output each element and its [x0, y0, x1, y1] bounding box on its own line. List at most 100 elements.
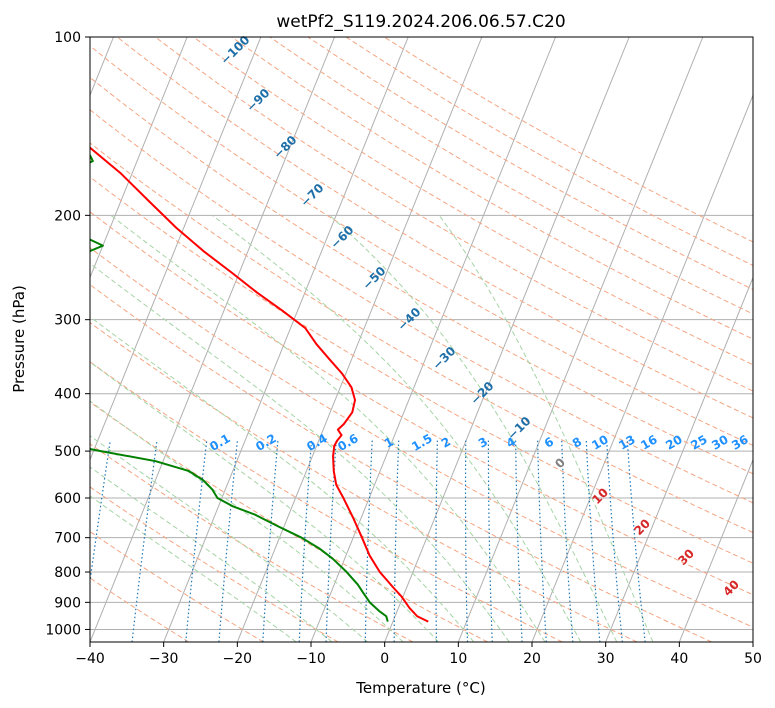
mixing-ratio-label: 25	[688, 432, 709, 452]
mixing-ratio-label: 8	[570, 434, 584, 450]
height-label: −70	[298, 181, 327, 210]
thetae-label: 20	[631, 516, 653, 538]
moist-adiabat-line	[90, 262, 510, 642]
y-tick-label: 300	[54, 313, 81, 329]
plot-frame	[89, 36, 754, 643]
mixing-ratio-label: 0.4	[304, 431, 329, 454]
moist-adiabat-line	[212, 214, 582, 642]
isotherm-line	[384, 37, 630, 642]
y-tick-label: 500	[54, 444, 81, 460]
isotherm-line	[90, 37, 262, 462]
height-label: −100	[218, 33, 253, 68]
height-label: −10	[505, 414, 534, 443]
mixing-ratio-line	[561, 440, 574, 642]
isotherm-line	[163, 37, 409, 642]
mixing-ratio-line	[515, 440, 523, 642]
x-axis-title: Temperature (°C)	[355, 679, 485, 697]
y-tick-label: 400	[54, 387, 81, 403]
dry-adiabat-line	[116, 37, 753, 419]
dry-adiabat-line	[193, 37, 753, 366]
mixing-ratio-label: 6	[542, 434, 556, 450]
height-label: −60	[328, 223, 357, 252]
mixing-ratio-line	[185, 440, 208, 642]
x-tick-label: −20	[223, 651, 253, 667]
y-axis-title: Pressure (hPa)	[10, 285, 28, 393]
x-tick-label: 0	[380, 651, 389, 667]
dry-adiabat-line	[307, 37, 753, 291]
dry-adiabat-line	[154, 37, 753, 392]
moist-adiabat-line	[329, 214, 618, 642]
mixing-ratio-label: 0.6	[335, 431, 360, 454]
isotherm-line	[678, 458, 753, 642]
y-tick-label: 900	[54, 595, 81, 611]
dry-adiabat-line	[90, 142, 753, 534]
dry-adiabat-line	[90, 322, 638, 642]
mixing-ratio-line	[435, 440, 438, 642]
dry-adiabat-line	[90, 361, 563, 642]
axes: −40 −30 −20 −10 0 10 20 30 40 5010020030040050060…	[45, 30, 762, 667]
mixing-ratio-label: 1.5	[409, 431, 434, 454]
dewpoint-profile	[90, 153, 389, 622]
y-tick-label: 600	[54, 491, 81, 507]
mixing-ratio-line	[262, 440, 279, 642]
mixing-ratio-line	[131, 440, 158, 642]
thetae-label: 40	[720, 577, 742, 599]
background-lines	[90, 37, 753, 642]
dry-adiabat-line	[90, 45, 753, 447]
x-tick-label: 40	[670, 651, 688, 667]
x-tick-label: −40	[75, 651, 105, 667]
mixing-ratio-line	[325, 440, 337, 642]
y-tick-label: 800	[54, 565, 81, 581]
chart-title: wetPf2_S119.2024.206.06.57.C20	[276, 12, 565, 32]
height-label: −30	[430, 344, 459, 373]
moist-adiabat-line	[90, 361, 439, 642]
y-tick-label: 100	[54, 30, 81, 46]
dry-adiabat-line	[345, 37, 753, 266]
mixing-ratio-line	[606, 440, 623, 642]
isotherm-line	[531, 93, 753, 642]
moist-adiabat-line	[438, 215, 654, 642]
mixing-ratio-label: 3	[476, 434, 490, 450]
dry-adiabat-line	[90, 176, 753, 564]
mixing-ratio-line	[487, 440, 493, 642]
moist-adiabat-line	[90, 495, 297, 642]
moist-adiabat-line	[90, 435, 368, 642]
dry-adiabat-line	[231, 37, 753, 340]
mixing-ratio-line	[626, 440, 646, 642]
dry-adiabat-line	[90, 401, 488, 642]
isotherm-line	[236, 37, 483, 642]
mixing-ratio-label: 0.2	[253, 431, 278, 454]
mixing-ratio-line	[364, 440, 373, 642]
y-tick-label: 700	[54, 531, 81, 547]
dry-adiabat-line	[90, 531, 264, 642]
moist-adiabat-line	[110, 214, 546, 642]
mixing-ratio-line	[585, 440, 601, 642]
mixing-ratio-line	[90, 440, 111, 586]
mixing-ratio-line	[537, 440, 547, 642]
mixing-ratio-line	[218, 440, 239, 642]
dry-adiabat-line	[90, 577, 190, 642]
thetae-label: 0	[552, 455, 568, 471]
dry-adiabat-line	[90, 247, 753, 628]
dry-adiabat-line	[90, 284, 712, 642]
x-tick-label: −30	[149, 651, 179, 667]
profile-lines	[90, 146, 429, 623]
isotherm-line	[90, 37, 336, 642]
isotherm-line	[310, 37, 557, 642]
dry-adiabat-line	[269, 37, 753, 315]
dry-adiabat-line	[90, 109, 753, 504]
y-tick-label: 200	[54, 208, 81, 224]
mixing-ratio-label: 30	[709, 432, 730, 452]
x-tick-label: 10	[449, 651, 467, 667]
y-tick-label: 1000	[45, 622, 81, 638]
x-tick-label: 50	[744, 651, 762, 667]
isotherm-line	[90, 37, 188, 279]
dry-adiabat-line	[90, 443, 414, 642]
x-tick-label: 30	[597, 651, 615, 667]
mixing-ratio-label: 0.1	[207, 431, 232, 454]
x-tick-label: 20	[523, 651, 541, 667]
dry-adiabat-line	[90, 211, 753, 596]
mixing-ratio-line	[464, 440, 469, 642]
mixing-ratio-label: 13	[616, 432, 637, 452]
isotherm-line	[752, 640, 753, 642]
